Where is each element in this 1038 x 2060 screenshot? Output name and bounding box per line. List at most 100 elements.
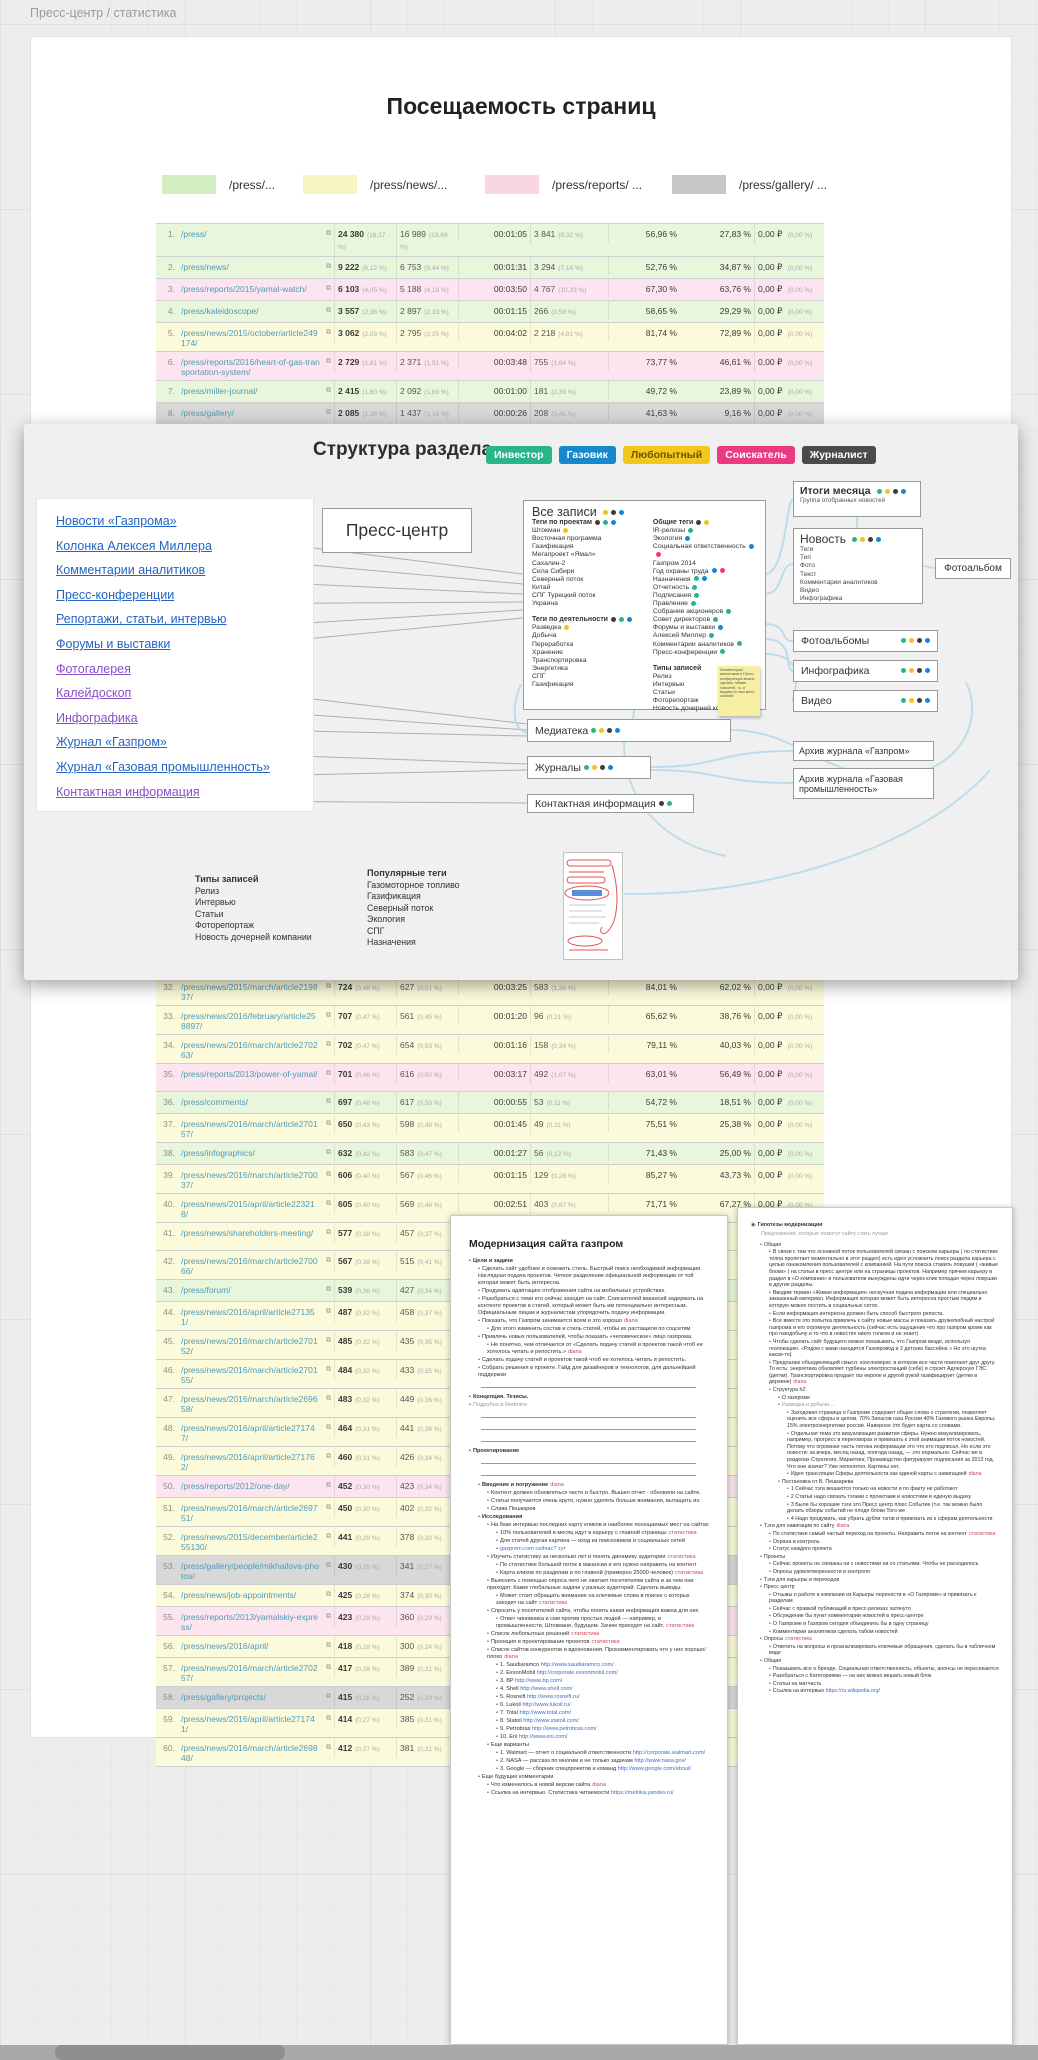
page-url-link[interactable]: /press/news/2016/april/article271762/ [181,1452,315,1472]
video-box[interactable]: Видео [793,690,938,712]
external-link-icon[interactable]: ⧉ [326,1715,331,1722]
external-link-icon[interactable]: ⧉ [326,983,331,990]
media-library-box[interactable]: Медиатека [527,719,731,742]
archive-gas-industry-box[interactable]: Архив журнала «Газовая промышленность» [793,768,934,799]
page-url-link[interactable]: /press/news/2015/march/article219837/ [181,982,318,1002]
page-url-link[interactable]: /press/news/2016/march/article270152/ [181,1336,318,1356]
external-link-icon[interactable]: ⧉ [326,1337,331,1344]
contact-info-box[interactable]: Контактная информация [527,794,694,813]
sidebar-link[interactable]: Инфографика [56,710,138,725]
page-url-link[interactable]: /press/forum/ [181,1285,231,1295]
external-link-icon[interactable]: ⧉ [326,1504,331,1511]
external-link-icon[interactable]: ⧉ [326,1070,331,1077]
external-link-icon[interactable]: ⧉ [326,1424,331,1431]
persona-tag[interactable]: Газовик [558,446,616,464]
external-link-icon[interactable]: ⧉ [326,1012,331,1019]
sidebar-link[interactable]: Контактная информация [56,784,200,799]
external-link-icon[interactable]: ⧉ [326,1642,331,1649]
external-link-icon[interactable]: ⧉ [326,1098,331,1105]
infographics-box[interactable]: Инфографика [793,660,938,682]
persona-tag[interactable]: Журналист [801,446,876,464]
page-url-link[interactable]: /press/reports/2015/yamal-watch/ [181,284,307,294]
page-url-link[interactable]: /press/gallery/people/mikhailova-photos/ [181,1561,319,1581]
external-link-icon[interactable]: ⧉ [326,1041,331,1048]
page-url-link[interactable]: /press/news/2016/march/article269848/ [181,1743,318,1763]
page-url-link[interactable]: /press/news/2016/march/article270155/ [181,1365,318,1385]
external-link-icon[interactable]: ⧉ [326,358,331,365]
page-url-link[interactable]: /press/news/2015/april/article223218/ [181,1199,315,1219]
page-url-link[interactable]: /press/miller-journal/ [181,386,258,396]
news-box[interactable]: Новость Теги Тип Фото Текст Комментарии анал… [793,528,923,604]
external-link-icon[interactable]: ⧉ [326,1286,331,1293]
page-url-link[interactable]: /press/infographics/ [181,1148,255,1158]
sidebar-link[interactable]: Новости «Газпрома» [56,514,177,528]
sticky-note[interactable]: Комментарии аналитиков и Пресс-конференц… [718,666,760,716]
external-link-icon[interactable]: ⧉ [326,1562,331,1569]
page-url-link[interactable]: /press/kaleidoscope/ [181,306,259,316]
external-link-icon[interactable]: ⧉ [326,1693,331,1700]
page-url-link[interactable]: /press/news/2016/march/article270066/ [181,1256,318,1276]
page-url-link[interactable]: /press/news/shareholders-meeting/ [181,1228,314,1238]
page-url-link[interactable]: /press/news/2015/december/article255130/ [181,1532,318,1552]
sidebar-link[interactable]: Журнал «Газпром» [56,735,167,750]
external-link-icon[interactable]: ⧉ [326,1664,331,1671]
persona-tag[interactable]: Любопытный [622,446,711,464]
external-link-icon[interactable]: ⧉ [326,1366,331,1373]
external-link-icon[interactable]: ⧉ [326,1613,331,1620]
page-url-link[interactable]: /press/reports/2013/yamalskiy-express/ [181,1612,319,1632]
external-link-icon[interactable]: ⧉ [326,1453,331,1460]
annotated-page-thumbnail[interactable] [563,852,623,960]
external-link-icon[interactable]: ⧉ [326,1533,331,1540]
all-posts-box[interactable]: Все записи Теги по проектам Штокман Восточ… [523,500,766,712]
photo-albums-box[interactable]: Фотоальбомы [793,630,938,652]
page-url-link[interactable]: /press/news/2016/march/article269751/ [181,1503,318,1523]
sidebar-link[interactable]: Комментарии аналитиков [56,563,206,578]
page-url-link[interactable]: /press/news/job-appointments/ [181,1590,297,1600]
persona-tag[interactable]: Инвестор [486,446,552,464]
page-url-link[interactable]: /press/news/ [181,262,229,272]
sidebar-link[interactable]: Калейдоскоп [56,686,132,701]
press-center-box[interactable]: Пресс-центр [322,508,472,553]
external-link-icon[interactable]: ⧉ [326,1229,331,1236]
persona-tag[interactable]: Соискатель [717,446,795,464]
external-link-icon[interactable]: ⧉ [326,1308,331,1315]
sidebar-link[interactable]: Репортажи, статьи, интервью [56,612,227,627]
page-url-link[interactable]: /press/gallery/ [181,408,234,418]
page-url-link[interactable]: /press/news/2016/april/article271351/ [181,1307,315,1327]
page-url-link[interactable]: /press/ [181,229,207,239]
page-url-link[interactable]: /press/news/2016/april/article271741/ [181,1714,315,1734]
external-link-icon[interactable]: ⧉ [326,263,331,270]
page-url-link[interactable]: /press/news/2016/february/article258897/ [181,1011,316,1031]
page-url-link[interactable]: /press/news/2016/april/article271747/ [181,1423,315,1443]
sidebar-link[interactable]: Пресс-конференции [56,587,175,602]
page-url-link[interactable]: /press/comments/ [181,1097,249,1107]
structure-diagram-panel[interactable]: Структура раздела Инвестор Газовик Любопыт… [24,424,1018,980]
external-link-icon[interactable]: ⧉ [326,1591,331,1598]
page-url-link[interactable]: /press/news/2016/march/article270263/ [181,1040,318,1060]
external-link-icon[interactable]: ⧉ [326,230,331,237]
external-link-icon[interactable]: ⧉ [326,1744,331,1751]
external-link-icon[interactable]: ⧉ [326,1257,331,1264]
sidebar-link[interactable]: Форумы и выставки [56,636,171,651]
external-link-icon[interactable]: ⧉ [326,285,331,292]
page-url-link[interactable]: /press/reports/2012/one-day/ [181,1481,290,1491]
page-url-link[interactable]: /press/gallery/projects/ [181,1692,267,1702]
external-link-icon[interactable]: ⧉ [326,1395,331,1402]
external-link-icon[interactable]: ⧉ [326,387,331,394]
external-link-icon[interactable]: ⧉ [326,1149,331,1156]
external-link-icon[interactable]: ⧉ [326,1200,331,1207]
external-link-icon[interactable]: ⧉ [326,329,331,336]
month-results-box[interactable]: Итоги месяца Группа отобранных новостей [793,481,921,517]
archive-gazprom-box[interactable]: Архив журнала «Газпром» [793,741,934,761]
page-url-link[interactable]: /press/reports/2016/heart-of-gas-transpo… [181,357,320,377]
sidebar-link[interactable]: Фотогалерея [56,661,131,676]
page-url-link[interactable]: /press/reports/2013/power-of-yamal/ [181,1069,318,1079]
scrollbar-thumb[interactable] [55,2045,285,2060]
sidebar-link[interactable]: Журнал «Газовая промышленность» [56,759,270,774]
page-url-link[interactable]: /press/news/2016/march/article270257/ [181,1663,318,1683]
page-url-link[interactable]: /press/news/2016/march/article270037/ [181,1170,318,1190]
external-link-icon[interactable]: ⧉ [326,409,331,416]
page-url-link[interactable]: /press/news/2016/april/ [181,1641,269,1651]
sidebar-link[interactable]: Колонка Алексея Миллера [56,538,212,553]
page-url-link[interactable]: /press/news/2015/october/article249174/ [181,328,318,348]
